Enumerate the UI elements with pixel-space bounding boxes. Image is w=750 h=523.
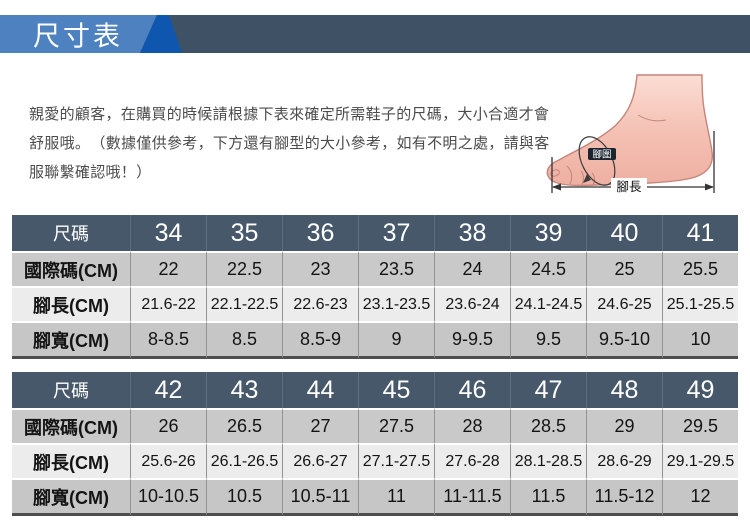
size-value-cell: 8.5-9 [282,321,358,359]
table-row: 國際碼(CM) 22 22.5 23 23.5 24 24.5 25 25.5 [12,251,738,286]
row-label: 國際碼(CM) [12,408,130,443]
size-value-cell: 26 [130,408,206,443]
size-value-cell: 27.5 [358,408,434,443]
size-value-cell: 9.5-10 [586,321,662,359]
size-header-cell: 41 [662,215,738,251]
size-value-cell: 22.5 [206,251,282,286]
size-value-cell: 25.6-26 [130,443,206,478]
table-row: 腳寬(CM) 8-8.5 8.5 8.5-9 9 9-9.5 9.5 9.5-10 10 [12,321,738,359]
size-value-cell: 25.5 [662,251,738,286]
size-header-cell: 46 [434,372,510,408]
size-value-cell: 22.6-23 [282,286,358,321]
row-label: 國際碼(CM) [12,251,130,286]
size-value-cell: 23 [282,251,358,286]
size-value-cell: 8-8.5 [130,321,206,359]
size-value-cell: 23.1-23.5 [358,286,434,321]
length-arrow-right [705,183,714,191]
size-value-cell: 28.1-28.5 [510,443,586,478]
row-label: 尺碼 [12,215,130,251]
size-value-cell: 27.1-27.5 [358,443,434,478]
size-value-cell: 27 [282,408,358,443]
size-header-cell: 37 [358,215,434,251]
row-label: 腳寬(CM) [12,478,130,516]
table-row: 腳長(CM) 25.6-26 26.1-26.5 26.6-27 27.1-27.5 27… [12,443,738,478]
size-header-cell: 38 [434,215,510,251]
size-value-cell: 11-11.5 [434,478,510,516]
size-value-cell: 25.1-25.5 [662,286,738,321]
size-value-cell: 28 [434,408,510,443]
size-value-cell: 10.5 [206,478,282,516]
size-table-34-41: 尺碼 34 35 36 37 38 39 40 41 國際碼(CM) 22 22.5 23 23.5 24 2… [12,215,738,359]
size-value-cell: 22.1-22.5 [206,286,282,321]
length-arrow-left [552,183,561,191]
banner-accent-light-shape [0,15,157,53]
size-value-cell: 26.6-27 [282,443,358,478]
size-value-cell: 23.6-24 [434,286,510,321]
table-row: 尺碼 42 43 44 45 46 47 48 49 [12,372,738,408]
size-header-cell: 49 [662,372,738,408]
size-value-cell: 25 [586,251,662,286]
table-row: 腳寬(CM) 10-10.5 10.5 10.5-11 11 11-11.5 11.5 11.… [12,478,738,516]
length-label: 腳長 [616,180,642,194]
size-value-cell: 24.5 [510,251,586,286]
size-value-cell: 22 [130,251,206,286]
size-value-cell: 10 [662,321,738,359]
length-label-box [611,178,647,195]
size-value-cell: 29.1-29.5 [662,443,738,478]
size-value-cell: 28.5 [510,408,586,443]
size-value-cell: 10.5-11 [282,478,358,516]
size-value-cell: 26.1-26.5 [206,443,282,478]
size-value-cell: 9-9.5 [434,321,510,359]
size-value-cell: 11.5-12 [586,478,662,516]
row-label: 腳長(CM) [12,286,130,321]
size-header-cell: 45 [358,372,434,408]
girth-label-box [588,148,616,160]
size-value-cell: 11.5 [510,478,586,516]
size-table-42-49: 尺碼 42 43 44 45 46 47 48 49 國際碼(CM) 26 26.5 27 27.5 28 2… [12,372,738,516]
table-row: 腳長(CM) 21.6-22 22.1-22.5 22.6-23 23.1-23.5 23… [12,286,738,321]
size-value-cell: 23.5 [358,251,434,286]
size-value-cell: 26.5 [206,408,282,443]
size-value-cell: 12 [662,478,738,516]
size-value-cell: 24 [434,251,510,286]
table-row: 尺碼 34 35 36 37 38 39 40 41 [12,215,738,251]
row-label: 腳長(CM) [12,443,130,478]
size-value-cell: 9 [358,321,434,359]
size-header-cell: 47 [510,372,586,408]
size-header-cell: 34 [130,215,206,251]
size-value-cell: 9.5 [510,321,586,359]
size-value-cell: 29.5 [662,408,738,443]
foot-illustration [546,74,714,187]
size-value-cell: 28.6-29 [586,443,662,478]
row-label: 尺碼 [12,372,130,408]
size-value-cell: 8.5 [206,321,282,359]
intro-text: 親愛的顧客，在購買的時候請根據下表來確定所需鞋子的尺碼，大小合適才會舒服哦。 （… [29,106,550,181]
size-value-cell: 10-10.5 [130,478,206,516]
foot-measurement-diagram: 腳圍 腳長 [546,74,715,195]
size-value-cell: 11 [358,478,434,516]
size-header-cell: 44 [282,372,358,408]
section-header-banner: 尺寸表 [0,15,750,53]
table-row: 國際碼(CM) 26 26.5 27 27.5 28 28.5 29 29.5 [12,408,738,443]
size-value-cell: 27.6-28 [434,443,510,478]
page-title: 尺寸表 [33,21,123,52]
size-header-cell: 42 [130,372,206,408]
size-header-cell: 36 [282,215,358,251]
size-value-cell: 24.6-25 [586,286,662,321]
size-value-cell: 21.6-22 [130,286,206,321]
size-value-cell: 24.1-24.5 [510,286,586,321]
row-label: 腳寬(CM) [12,321,130,359]
size-header-cell: 35 [206,215,282,251]
size-header-cell: 48 [586,372,662,408]
size-value-cell: 29 [586,408,662,443]
girth-label: 腳圍 [592,150,611,161]
toe-details [550,114,667,186]
size-header-cell: 39 [510,215,586,251]
size-header-cell: 40 [586,215,662,251]
size-header-cell: 43 [206,372,282,408]
